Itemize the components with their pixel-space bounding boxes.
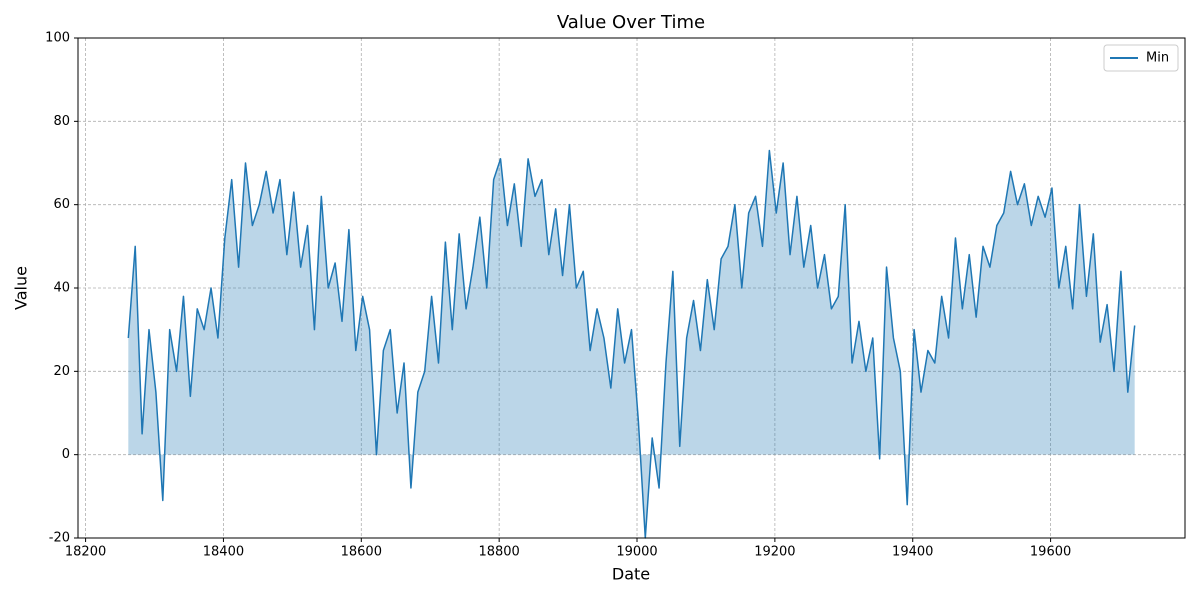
x-axis-label: Date [612,565,650,584]
plot-frame [77,37,1186,539]
y-tick-label: 60 [53,197,70,212]
x-tick-label: 18400 [203,545,244,560]
y-tick-label: 100 [45,31,70,46]
y-tick-label: 40 [53,281,70,296]
area [128,150,1135,538]
legend-label: Min [1146,51,1169,66]
x-tick-label: 19200 [754,545,795,560]
y-tick-label: -20 [49,531,70,546]
chart-title: Value Over Time [557,12,705,33]
x-tick-label: 19600 [1030,545,1071,560]
line [127,149,1136,539]
y-tick-label: 80 [53,114,70,129]
legend-box [1103,44,1179,72]
y-tick-label: 20 [53,364,70,379]
legend: Min [1103,44,1179,72]
x-tick-label: 18800 [478,545,519,560]
y-axis-label: Value [12,266,31,310]
y-tick-label: 0 [62,447,70,462]
x-tick-label: 19400 [892,545,933,560]
x-tick-label: 19000 [616,545,657,560]
x-tick-label: 18600 [341,545,382,560]
x-tick-label: 18200 [65,545,106,560]
